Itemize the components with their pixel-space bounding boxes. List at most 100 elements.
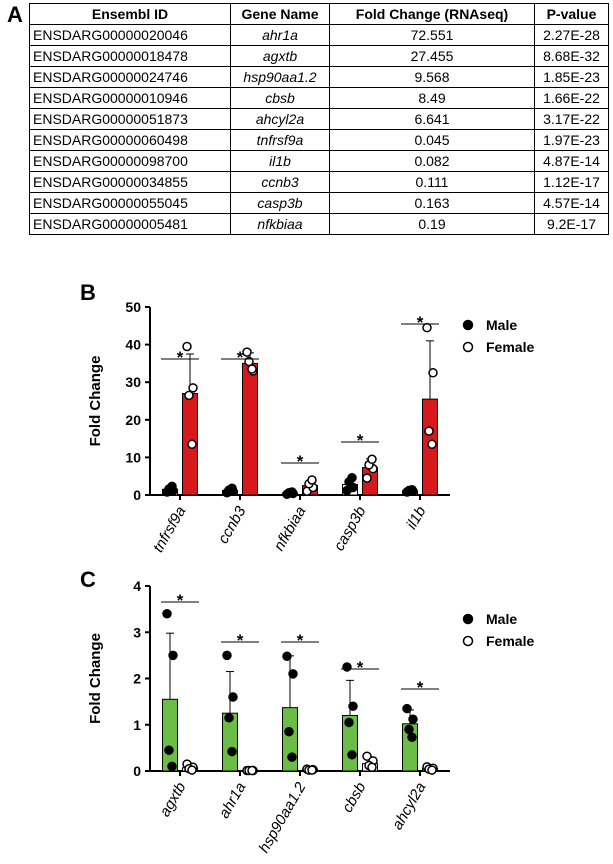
- cell-p-value: 4.87E-14: [534, 150, 609, 172]
- col-header-ensembl-id: Ensembl ID: [29, 3, 231, 25]
- cell-p-value: 1.97E-23: [534, 129, 609, 151]
- significance-marker: *: [297, 631, 304, 650]
- data-point-female: [187, 439, 197, 449]
- cell-ensembl-id: ENSDARG00000034855: [29, 171, 231, 193]
- cell-fold-change: 0.19: [329, 213, 535, 235]
- table-row: ENSDARG00000010946 cbsb 8.49 1.66E-22: [29, 87, 609, 109]
- significance-marker: *: [177, 591, 184, 610]
- y-tick-label: 20: [125, 412, 141, 428]
- cell-ensembl-id: ENSDARG00000018478: [29, 45, 231, 67]
- cell-fold-change: 27.455: [329, 45, 535, 67]
- data-point-female: [427, 439, 437, 449]
- legend-marker-male: [462, 319, 474, 331]
- data-point-male: [342, 662, 352, 672]
- x-tick-label: ccnb3: [215, 503, 250, 547]
- legend-label-female: Female: [486, 339, 534, 355]
- x-tick-label: il1b: [403, 504, 429, 533]
- data-point-female: [247, 364, 257, 374]
- panel-label-b: B: [80, 280, 96, 305]
- bar-male: [162, 698, 178, 772]
- y-tick-label: 4: [133, 578, 141, 594]
- data-point-male: [402, 703, 412, 714]
- data-point-female: [247, 765, 257, 776]
- data-point-female: [187, 765, 197, 775]
- cell-gene-name: agxtb: [230, 45, 330, 67]
- cell-p-value: 1.85E-23: [534, 66, 609, 88]
- cell-fold-change: 6.641: [329, 108, 535, 130]
- data-point-male: [164, 745, 174, 755]
- data-point-male: [224, 713, 234, 723]
- legend-marker-male: [462, 613, 474, 625]
- y-tick-label: 10: [125, 449, 141, 465]
- cell-gene-name: tnfrsf9a: [230, 129, 330, 151]
- bar-female: [242, 362, 258, 496]
- data-point-female: [427, 765, 437, 775]
- col-header-fold-change: Fold Change (RNAseq): [329, 3, 535, 25]
- cell-p-value: 3.17E-22: [534, 108, 609, 130]
- cell-gene-name: cbsb: [230, 87, 330, 109]
- y-tick-label: 30: [125, 374, 141, 390]
- cell-p-value: 1.12E-17: [534, 171, 609, 193]
- significance-marker: *: [297, 452, 304, 471]
- cell-ensembl-id: ENSDARG00000055045: [29, 192, 231, 214]
- significance-marker: *: [237, 631, 244, 650]
- col-header-p-value: P-value: [534, 3, 609, 25]
- legend-marker-female: [462, 341, 474, 353]
- data-point-male: [404, 724, 414, 735]
- data-point-female: [424, 426, 434, 436]
- legend-marker-female: [462, 635, 474, 647]
- col-header-gene-name: Gene Name: [230, 3, 330, 25]
- cell-fold-change: 0.045: [329, 129, 535, 151]
- data-point-male: [227, 746, 237, 757]
- data-point-female: [362, 473, 372, 483]
- cell-fold-change: 0.163: [329, 192, 535, 214]
- significance-marker: *: [417, 678, 424, 697]
- data-point-male: [222, 650, 232, 661]
- data-point-male: [162, 609, 172, 619]
- data-point-female: [367, 454, 377, 465]
- data-point-male: [227, 483, 237, 493]
- table-row: ENSDARG00000024746 hsp90aa1.2 9.568 1.85E-2…: [29, 66, 609, 88]
- significance-marker: *: [237, 348, 244, 367]
- data-point-female: [428, 368, 438, 378]
- data-point-male: [284, 726, 294, 737]
- cell-ensembl-id: ENSDARG00000020046: [29, 24, 231, 46]
- table-row: ENSDARG00000098700 il1b 0.082 4.87E-14: [29, 150, 609, 172]
- data-point-male: [167, 481, 177, 492]
- y-tick-label: 1: [133, 717, 141, 733]
- x-tick-label: hsp90aa1.2: [256, 779, 310, 856]
- cell-gene-name: ahcyl2a: [230, 108, 330, 130]
- cell-p-value: 2.27E-28: [534, 24, 609, 46]
- y-axis-label: Fold Change: [87, 633, 104, 724]
- x-tick-label: ahr1a: [216, 780, 250, 822]
- cell-gene-name: nfkbiaa: [230, 213, 330, 235]
- data-point-male: [228, 692, 238, 702]
- data-point-female: [307, 765, 317, 775]
- data-point-female: [242, 347, 252, 357]
- data-point-female: [362, 751, 372, 761]
- cell-fold-change: 8.49: [329, 87, 535, 109]
- data-point-male: [287, 487, 297, 497]
- table-body: ENSDARG00000020046 ahr1a 72.551 2.27E-28 ENS…: [29, 24, 609, 235]
- data-point-male: [344, 717, 354, 728]
- y-tick-label: 40: [125, 337, 141, 353]
- data-point-female: [182, 341, 192, 352]
- legend-label-male: Male: [486, 317, 517, 333]
- x-tick-label: nfkbiaa: [271, 504, 310, 554]
- data-point-male: [168, 650, 178, 661]
- y-tick-label: 0: [133, 487, 141, 503]
- data-point-female: [307, 475, 317, 485]
- cell-p-value: 9.2E-17: [534, 213, 609, 235]
- cell-ensembl-id: ENSDARG00000024746: [29, 66, 231, 88]
- cell-p-value: 8.68E-32: [534, 45, 609, 67]
- significance-marker: *: [177, 348, 184, 367]
- data-point-male: [167, 761, 177, 772]
- significance-marker: *: [417, 313, 424, 332]
- x-tick-label: casp3b: [331, 504, 370, 554]
- cell-ensembl-id: ENSDARG00000060498: [29, 129, 231, 151]
- data-point-female: [184, 390, 194, 401]
- data-point-male: [347, 472, 357, 483]
- chart-c: 0 1 2 3 4 Fold Change * agxtb * ahr1a * hsp90aa1.2 *…: [87, 578, 534, 856]
- cell-gene-name: ahr1a: [230, 24, 330, 46]
- cell-ensembl-id: ENSDARG00000005481: [29, 213, 231, 235]
